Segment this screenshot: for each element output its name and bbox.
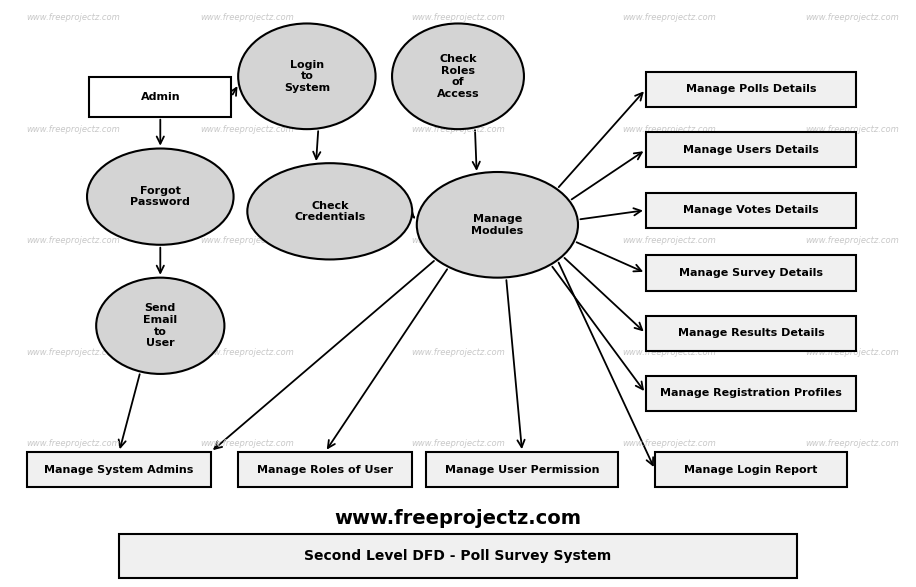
Text: www.freeprojectz.com: www.freeprojectz.com xyxy=(622,438,715,448)
Ellipse shape xyxy=(238,23,376,129)
Text: www.freeprojectz.com: www.freeprojectz.com xyxy=(201,13,294,22)
FancyBboxPatch shape xyxy=(238,452,412,487)
Text: www.freeprojectz.com: www.freeprojectz.com xyxy=(805,124,899,134)
Text: www.freeprojectz.com: www.freeprojectz.com xyxy=(622,124,715,134)
Text: www.freeprojectz.com: www.freeprojectz.com xyxy=(201,348,294,357)
Text: www.freeprojectz.com: www.freeprojectz.com xyxy=(201,236,294,245)
FancyBboxPatch shape xyxy=(89,77,231,117)
Text: www.freeprojectz.com: www.freeprojectz.com xyxy=(411,236,505,245)
Text: Send
Email
to
User: Send Email to User xyxy=(143,303,178,348)
Text: www.freeprojectz.com: www.freeprojectz.com xyxy=(27,124,120,134)
FancyBboxPatch shape xyxy=(646,193,856,228)
Ellipse shape xyxy=(417,172,578,278)
Text: www.freeprojectz.com: www.freeprojectz.com xyxy=(411,438,505,448)
Text: www.freeprojectz.com: www.freeprojectz.com xyxy=(27,438,120,448)
Text: www.freeprojectz.com: www.freeprojectz.com xyxy=(411,13,505,22)
FancyBboxPatch shape xyxy=(27,452,211,487)
FancyBboxPatch shape xyxy=(655,452,847,487)
Text: www.freeprojectz.com: www.freeprojectz.com xyxy=(805,236,899,245)
Text: Manage
Modules: Manage Modules xyxy=(471,214,524,235)
Text: Manage Results Details: Manage Results Details xyxy=(678,328,824,339)
Text: Manage Survey Details: Manage Survey Details xyxy=(679,268,823,278)
Text: Manage Polls Details: Manage Polls Details xyxy=(686,84,816,95)
FancyBboxPatch shape xyxy=(646,255,856,291)
Text: Manage Votes Details: Manage Votes Details xyxy=(683,205,819,215)
Ellipse shape xyxy=(392,23,524,129)
Text: Check
Credentials: Check Credentials xyxy=(294,201,365,222)
Text: Manage Login Report: Manage Login Report xyxy=(684,464,818,475)
FancyBboxPatch shape xyxy=(426,452,618,487)
Text: Second Level DFD - Poll Survey System: Second Level DFD - Poll Survey System xyxy=(304,549,612,563)
Text: www.freeprojectz.com: www.freeprojectz.com xyxy=(27,13,120,22)
Ellipse shape xyxy=(96,278,224,374)
Text: www.freeprojectz.com: www.freeprojectz.com xyxy=(805,438,899,448)
Text: Manage System Admins: Manage System Admins xyxy=(44,464,194,475)
Text: Login
to
System: Login to System xyxy=(284,60,330,93)
Text: www.freeprojectz.com: www.freeprojectz.com xyxy=(622,236,715,245)
Text: Manage Users Details: Manage Users Details xyxy=(683,144,819,155)
Text: Manage Roles of User: Manage Roles of User xyxy=(257,464,393,475)
Text: www.freeprojectz.com: www.freeprojectz.com xyxy=(622,13,715,22)
FancyBboxPatch shape xyxy=(646,316,856,351)
Text: www.freeprojectz.com: www.freeprojectz.com xyxy=(201,124,294,134)
Text: Manage Registration Profiles: Manage Registration Profiles xyxy=(660,388,842,399)
FancyBboxPatch shape xyxy=(646,132,856,167)
Text: www.freeprojectz.com: www.freeprojectz.com xyxy=(27,348,120,357)
Text: Check
Roles
of
Access: Check Roles of Access xyxy=(437,54,479,99)
Ellipse shape xyxy=(87,149,234,245)
FancyBboxPatch shape xyxy=(119,534,797,578)
Text: www.freeprojectz.com: www.freeprojectz.com xyxy=(411,124,505,134)
Text: www.freeprojectz.com: www.freeprojectz.com xyxy=(27,236,120,245)
FancyBboxPatch shape xyxy=(646,376,856,411)
Text: www.freeprojectz.com: www.freeprojectz.com xyxy=(622,348,715,357)
Text: Manage User Permission: Manage User Permission xyxy=(445,464,599,475)
FancyBboxPatch shape xyxy=(646,72,856,107)
Text: Forgot
Password: Forgot Password xyxy=(130,186,191,207)
Text: www.freeprojectz.com: www.freeprojectz.com xyxy=(334,509,582,528)
Text: Admin: Admin xyxy=(140,92,180,102)
Text: www.freeprojectz.com: www.freeprojectz.com xyxy=(805,13,899,22)
Text: www.freeprojectz.com: www.freeprojectz.com xyxy=(201,438,294,448)
Text: www.freeprojectz.com: www.freeprojectz.com xyxy=(805,348,899,357)
Text: www.freeprojectz.com: www.freeprojectz.com xyxy=(411,348,505,357)
Ellipse shape xyxy=(247,163,412,259)
